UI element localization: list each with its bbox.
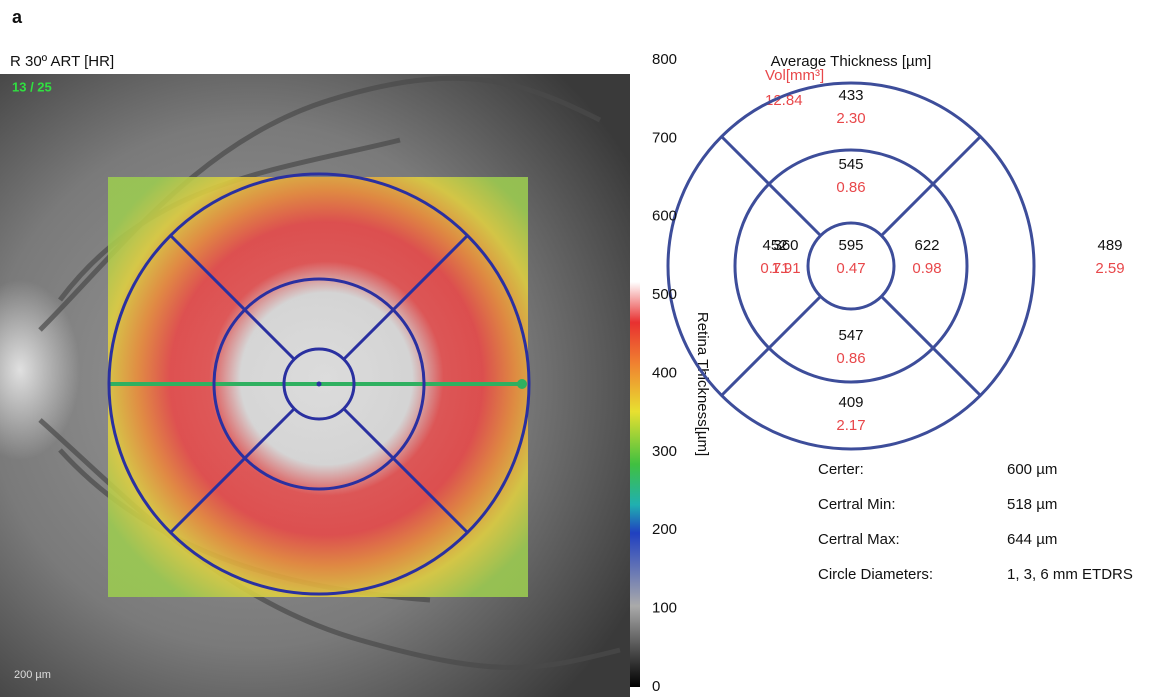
sector-volume: 0.86 [836,350,865,367]
colorbar-tick-label: 800 [652,51,677,68]
panel-label: a [12,7,23,27]
stat-label: Circle Diameters: [818,566,933,583]
stat-label: Certral Min: [818,496,896,513]
sector-thickness: 409 [838,394,863,411]
colorbar-tick-label: 700 [652,129,677,146]
figure: a R 30º ART [HR] 13 / 25 200 µm Retina T… [0,0,1174,697]
sector-thickness: 433 [838,87,863,104]
stat-value: 644 µm [1007,531,1057,548]
colorbar-tick-label: 100 [652,600,677,617]
sector-thickness: 489 [1097,237,1122,254]
slice-label: 13 / 25 [12,79,52,94]
stat-value: 600 µm [1007,461,1057,478]
colorbar [630,282,640,687]
sector-thickness: 622 [914,237,939,254]
image-title: R 30º ART [HR] [10,53,114,70]
scale-bar-label: 200 µm [14,669,51,681]
stat-value: 1, 3, 6 mm ETDRS [1007,566,1133,583]
colorbar-tick-label: 400 [652,364,677,381]
fundus-image [0,74,630,697]
sector-volume: 0.71 [760,260,789,277]
colorbar-label: Retina Thickness[µm] [694,312,711,456]
stat-label: Certer: [818,461,864,478]
sector-volume: 2.17 [836,417,865,434]
sector-thickness: 452 [762,237,787,254]
colorbar-tick-label: 0 [652,678,660,695]
sector-volume: 2.59 [1095,260,1124,277]
sector-volume: 0.98 [912,260,941,277]
stat-value: 518 µm [1007,496,1057,513]
colorbar-tick-label: 200 [652,521,677,538]
sector-thickness: 545 [838,156,863,173]
sector-volume: 0.86 [836,179,865,196]
stat-label: Certral Max: [818,531,900,548]
colorbar-tick-label: 300 [652,443,677,460]
volume-label: Vol[mm³] [765,67,824,84]
sector-volume: 0.47 [836,260,865,277]
colorbar-tick-label: 600 [652,208,677,225]
sector-thickness: 547 [838,327,863,344]
sector-thickness: 595 [838,237,863,254]
colorbar-tick-label: 500 [652,286,677,303]
sector-volume: 2.30 [836,110,865,127]
